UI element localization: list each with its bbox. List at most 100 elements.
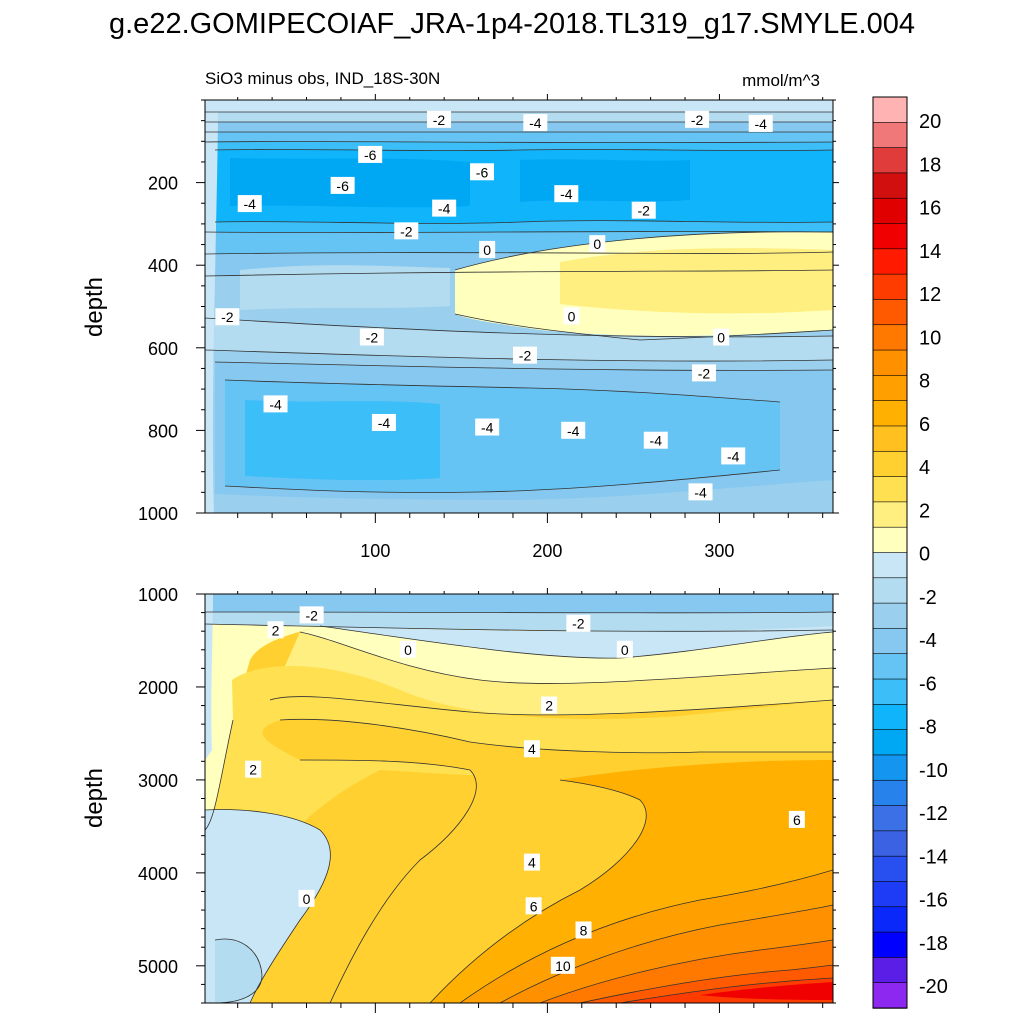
top-contour-label: -2 [519, 348, 532, 364]
colorbar-swatch [872, 653, 908, 680]
colorbar-swatch [872, 375, 908, 402]
bottom-y-tick-label: 5000 [138, 957, 178, 977]
bottom-contour-label: 2 [545, 698, 553, 714]
top-contour-label-bg [523, 114, 548, 132]
top-contour-label-bg [748, 114, 773, 132]
top-y-tick-label: 600 [148, 339, 178, 359]
bottom-contour-label: 4 [528, 855, 536, 871]
colorbar-tick-label: 4 [919, 457, 930, 479]
top-contour-label-bg [713, 328, 730, 346]
colorbar-swatch [872, 349, 908, 377]
colorbar-tick-label: -12 [919, 803, 948, 825]
colorbar-swatch [872, 805, 908, 832]
top-contour-label: -6 [336, 178, 349, 194]
top-contour-label-bg [479, 240, 496, 258]
colorbar: 20181614121086420-2-4-6-8-10-12-14-16-18… [872, 96, 948, 1009]
top-x-tick-label: 300 [704, 541, 734, 561]
top-contour-label: -4 [755, 116, 768, 132]
top-contour-label: -2 [366, 329, 379, 345]
bottom-y-tick-label: 4000 [138, 864, 178, 884]
colorbar-swatch [872, 122, 908, 149]
bottom-contour-label-bg [400, 640, 417, 658]
bottom-contour-label: 0 [303, 891, 311, 907]
colorbar-swatch [872, 628, 908, 655]
top-y-tick-label: 1000 [138, 504, 178, 524]
top-contour-label: 0 [483, 242, 491, 258]
colorbar-swatch [872, 577, 908, 604]
top-panel: SiO3 minus obs, IND_18S-30N mmol/m^3 [81, 69, 839, 561]
colorbar-swatch [872, 931, 908, 959]
colorbar-swatch [872, 147, 908, 174]
colorbar-swatch [872, 906, 908, 933]
colorbar-swatch [872, 552, 908, 579]
top-contour-label: 0 [717, 329, 725, 345]
top-y-axis-label: depth [81, 277, 108, 337]
top-contour-label: -4 [567, 423, 580, 439]
colorbar-tick-label: -6 [919, 673, 937, 695]
colorbar-swatch [872, 754, 908, 781]
bottom-contour-label: 8 [580, 922, 588, 938]
bottom-contour-label-bg [525, 897, 542, 915]
top-contour-label-bg [237, 195, 262, 213]
colorbar-tick-label: -18 [919, 933, 948, 955]
top-contour-label-bg [330, 176, 355, 194]
bottom-contour-label: 6 [793, 812, 801, 828]
top-contour-label: -4 [269, 396, 282, 412]
top-contour-label-bg [685, 110, 710, 128]
bottom-y-tick-label: 2000 [138, 678, 178, 698]
bottom-contour-label-bg [616, 640, 633, 658]
top-contour-label: -4 [378, 415, 391, 431]
colorbar-tick-label: 2 [919, 500, 930, 522]
top-contour-label: -4 [727, 448, 740, 464]
top-contour-label-bg [563, 307, 580, 325]
top-x-tick-label: 200 [532, 541, 562, 561]
bottom-contour-label: 4 [528, 741, 536, 757]
colorbar-tick-label: -16 [919, 890, 948, 912]
colorbar-swatch [872, 729, 908, 756]
colorbar-swatch [872, 324, 908, 351]
top-contour-label: -2 [638, 203, 651, 219]
top-y-tick-label: 400 [148, 256, 178, 276]
top-contour-label-bg [394, 222, 419, 240]
colorbar-tick-label: 10 [919, 327, 941, 349]
bottom-contour-label-bg [523, 853, 540, 871]
top-contour-label: -2 [698, 365, 711, 381]
colorbar-swatch [872, 982, 908, 1009]
top-panel-units: mmol/m^3 [742, 71, 820, 90]
top-contour-label: -4 [694, 484, 707, 500]
bottom-contour-label: 0 [621, 642, 629, 658]
bottom-contour-label: 2 [272, 622, 280, 638]
colorbar-tick-label: 8 [919, 371, 930, 393]
top-contour-label: -4 [650, 433, 663, 449]
bottom-contour-label-bg [267, 621, 284, 639]
colorbar-tick-label: -14 [919, 846, 948, 868]
bottom-contour-label: 10 [555, 958, 571, 974]
colorbar-tick-label: -8 [919, 717, 937, 739]
bottom-panel: 1000 2000 3000 4000 5000 depth -2 2 -2 0 0 2 4 2 6 4 0… [81, 585, 839, 1013]
bottom-contour-label-bg [299, 606, 324, 624]
colorbar-tick-label: 16 [919, 198, 941, 220]
figure-title: g.e22.GOMIPECOIAF_JRA-1p4-2018.TL319_g17… [109, 8, 915, 40]
top-contour-label: -4 [244, 196, 257, 212]
top-contour-label-bg [589, 235, 606, 253]
top-contour-label: -4 [481, 420, 494, 436]
bottom-contour-label-bg [788, 810, 805, 828]
colorbar-swatch [872, 501, 908, 528]
top-axis-ticks: 100 200 300 200 400 600 800 1000 [138, 94, 839, 561]
colorbar-swatch [872, 197, 908, 225]
bottom-contour-label-bg [566, 614, 591, 632]
colorbar-swatch [872, 526, 908, 554]
bottom-contour-label: -2 [305, 607, 318, 623]
top-contour-label: -2 [691, 112, 704, 128]
bottom-contour-label-bg [245, 760, 262, 778]
colorbar-tick-label: -20 [919, 976, 948, 998]
colorbar-swatch [872, 450, 908, 478]
colorbar-swatch [872, 172, 908, 199]
top-contour-label-bg [263, 395, 288, 413]
top-contour-label-bg [554, 185, 579, 203]
top-contour-label-bg [561, 421, 586, 439]
top-contour-label-bg [631, 201, 656, 219]
bottom-contour-fill [205, 594, 833, 1003]
